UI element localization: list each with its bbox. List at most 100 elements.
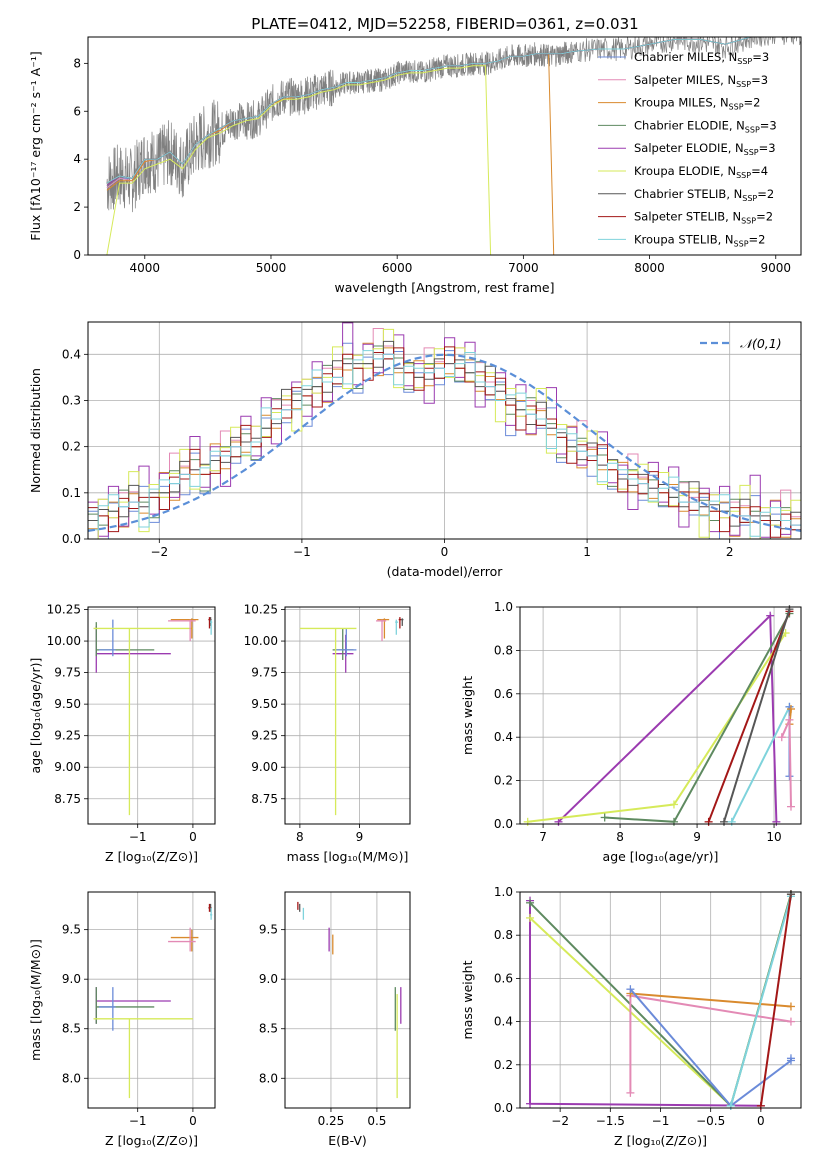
weight-series-line <box>730 706 791 823</box>
legend-entry: Kroupa ELODIE, NSSP=4 <box>634 164 768 180</box>
axes-frame <box>519 606 802 825</box>
x-tick-label: 5000 <box>256 261 287 275</box>
y-tick-label: 9.50 <box>251 697 278 711</box>
legend-tail: =3 <box>752 50 769 64</box>
legend-label: Salpeter STELIB, N <box>634 210 741 224</box>
y-tick-label: 9.00 <box>251 760 278 774</box>
legend-entry: Kroupa STELIB, NSSP=2 <box>634 232 765 248</box>
axes-frame <box>87 891 216 1109</box>
y-tick-label: 0.6 <box>494 687 513 701</box>
axes-frame <box>284 606 411 825</box>
x-tick-label: 0 <box>189 1114 197 1128</box>
y-tick-label: 0.8 <box>494 643 513 657</box>
legend-label: Chabrier MILES, N <box>634 50 737 64</box>
legend-tail: =2 <box>749 232 766 246</box>
x-tick-label: 8 <box>616 830 624 844</box>
x-tick-label: 6000 <box>382 261 413 275</box>
x-tick-label: 8 <box>296 830 304 844</box>
legend-subscript: SSP <box>737 57 752 66</box>
axes-frame <box>284 891 411 1109</box>
legend-tail: =2 <box>757 187 774 201</box>
plots-layer: 4000 5000 6000 7000 8000 900002468wavelength … <box>28 36 802 1148</box>
errorbar-plot-area <box>93 903 213 1099</box>
histogram-series <box>88 350 801 539</box>
legend-label: Salpeter ELODIE, N <box>634 141 744 155</box>
y-axis-label: age [log₁₀(age/yr)] <box>28 658 43 774</box>
y-axis-label: mass [log₁₀(M/M⊙)] <box>28 939 43 1061</box>
y-tick-label: 0.4 <box>62 347 81 361</box>
y-tick-label: 9.75 <box>54 666 81 680</box>
x-axis-label: wavelength [Angstrom, rest frame] <box>334 280 554 295</box>
legend-tail: =4 <box>751 164 768 178</box>
y-tick-label: 9.25 <box>54 729 81 743</box>
y-tick-label: 9.75 <box>251 666 278 680</box>
y-tick-label: 0.0 <box>494 1101 513 1115</box>
errorbar-plot-area <box>297 901 402 1099</box>
legend-tail: =3 <box>759 141 776 155</box>
legend-entry: Salpeter STELIB, NSSP=2 <box>634 210 773 226</box>
weight-series-line <box>723 608 791 823</box>
legend-subscript: SSP <box>745 125 760 134</box>
weight-series-line <box>557 613 778 823</box>
model-series-line <box>106 37 754 184</box>
y-tick-label: 8.75 <box>251 792 278 806</box>
x-tick-label: −0.5 <box>696 1114 725 1128</box>
legend-entry: Chabrier ELODIE, NSSP=3 <box>634 118 777 134</box>
x-tick-label: −1 <box>129 1114 147 1128</box>
legend-subscript: SSP <box>729 103 744 112</box>
y-tick-label: 6 <box>73 104 81 118</box>
x-axis-label: (data-model)/error <box>387 564 504 579</box>
x-tick-label: −1.5 <box>596 1114 625 1128</box>
y-tick-label: 9.50 <box>54 697 81 711</box>
errorbar-plot-area <box>299 617 404 816</box>
x-tick-label: −1 <box>293 545 311 559</box>
x-axis-label: Z [log₁₀(Z/Z⊙)] <box>105 849 198 864</box>
y-tick-label: 10.00 <box>47 634 81 648</box>
legend-subscript: SSP <box>742 194 757 203</box>
legend-entry: Salpeter MILES, NSSP=3 <box>634 73 768 89</box>
y-tick-label: 8.5 <box>62 1022 81 1036</box>
figure-title: PLATE=0412, MJD=52258, FIBERID=0361, z=0… <box>251 15 638 33</box>
legend-subscript: SSP <box>744 148 759 157</box>
y-tick-label: 9.5 <box>62 923 81 937</box>
y-tick-label: 4 <box>73 152 81 166</box>
age-vs-Z-panel: −1 0 8.75 9.00 9.25 9.50 9.75 10.00 10.25 Z [log₁… <box>28 603 216 864</box>
residual-plot-area <box>88 322 801 539</box>
x-tick-label: 0.25 <box>318 1114 345 1128</box>
age-vs-mass-panel: 8 9 8.75 9.00 9.25 9.50 9.75 10.00 10.25 mass [lo… <box>244 603 411 864</box>
x-tick-label: −1 <box>129 830 147 844</box>
x-tick-label: 4000 <box>130 261 161 275</box>
spectrum-plot-area <box>106 37 801 255</box>
y-tick-label: 0.2 <box>494 774 513 788</box>
legend-label: Chabrier STELIB, N <box>634 187 742 201</box>
y-tick-label: 8 <box>73 56 81 70</box>
weight-series-line <box>780 719 792 807</box>
weight-series-line <box>707 610 791 823</box>
y-tick-label: 8.5 <box>259 1022 278 1036</box>
x-axis-label: mass [log₁₀(M/M⊙)] <box>287 849 409 864</box>
legend-label: Salpeter MILES, N <box>634 73 736 87</box>
weight-series-line <box>759 894 792 1106</box>
y-tick-label: 8.0 <box>62 1071 81 1085</box>
y-tick-label: 0.1 <box>62 486 81 500</box>
x-axis-label: Z [log₁₀(Z/Z⊙)] <box>614 1133 707 1148</box>
y-axis-label: mass weight <box>460 960 475 1039</box>
y-tick-label: 10.25 <box>47 603 81 617</box>
y-tick-label: 0.0 <box>62 532 81 546</box>
y-tick-label: 0.6 <box>494 971 513 985</box>
legend-tail: =3 <box>760 118 777 132</box>
massweight-vs-age-panel: 7 8 9 10 0.0 0.2 0.4 0.6 0.8 1.0 age [log₁₀(age/yr… <box>460 600 802 864</box>
x-tick-label: 2 <box>726 545 734 559</box>
legend-tail: =2 <box>744 96 761 110</box>
y-tick-label: 9.25 <box>251 729 278 743</box>
x-tick-label: 0 <box>757 1114 765 1128</box>
legend-subscript: SSP <box>736 171 751 180</box>
legend-entry: Chabrier MILES, NSSP=3 <box>634 50 769 66</box>
y-tick-label: 9.0 <box>62 972 81 986</box>
legend-label: Kroupa MILES, N <box>634 96 729 110</box>
y-tick-label: 0.3 <box>62 393 81 407</box>
weight-series-line <box>630 992 792 1008</box>
mass-vs-Z-panel: −1 0 8.0 8.5 9.0 9.5 Z [log₁₀(Z/Z⊙)] mass [log₁… <box>28 891 216 1148</box>
legend-subscript: SSP <box>734 239 749 248</box>
axes-frame <box>519 891 802 1109</box>
